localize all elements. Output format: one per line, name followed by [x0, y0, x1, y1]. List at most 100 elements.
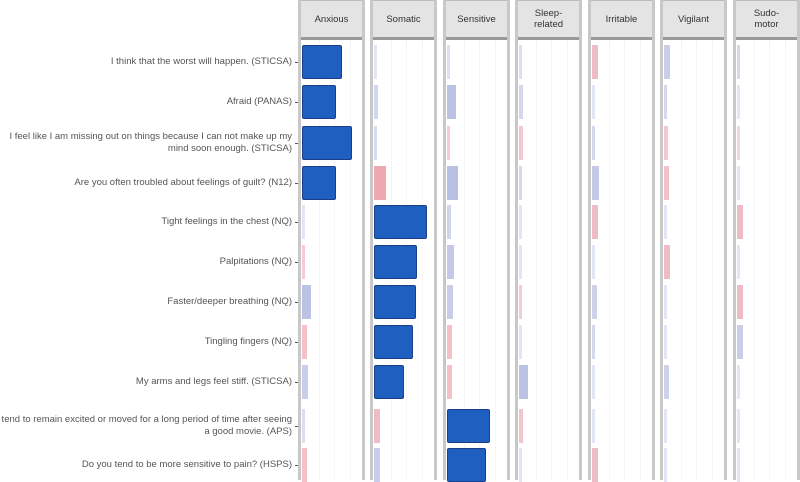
gridline: [769, 40, 770, 480]
facet-header: Sensitive: [446, 0, 507, 40]
row-label: Tight feelings in the chest (NQ): [161, 216, 292, 227]
facet-header: Vigilant: [663, 0, 724, 40]
facet-panel: Somatic: [370, 0, 437, 482]
row-label: Are you often troubled about feelings of…: [74, 177, 292, 188]
bar: [592, 205, 599, 239]
y-tick: [295, 262, 299, 263]
y-tick: [295, 302, 299, 303]
bar: [374, 409, 381, 443]
bar: [447, 126, 451, 160]
bar: [519, 325, 522, 359]
bar: [302, 85, 337, 119]
facet-panel: Irritable: [588, 0, 655, 482]
bar: [737, 325, 744, 359]
bar: [519, 45, 522, 79]
gridline: [463, 40, 465, 480]
bar: [302, 409, 305, 443]
bar: [737, 85, 740, 119]
bar: [592, 245, 595, 279]
bar: [302, 45, 343, 79]
row-label: Afraid (PANAS): [226, 96, 292, 107]
bar: [519, 205, 522, 239]
bar: [302, 285, 312, 319]
bar: [664, 365, 669, 399]
bar: [302, 448, 307, 482]
bar: [664, 448, 667, 482]
bar: [374, 166, 387, 200]
bar: [737, 448, 740, 482]
gridline: [551, 40, 552, 480]
bar: [737, 285, 744, 319]
bar: [592, 409, 595, 443]
row-labels: I think that the worst will happen. (STI…: [0, 0, 300, 480]
bar: [302, 166, 337, 200]
facet-panel: Vigilant: [660, 0, 727, 482]
y-tick: [295, 342, 299, 343]
bar: [664, 45, 671, 79]
bar: [592, 45, 599, 79]
bar: [737, 409, 740, 443]
bar: [519, 85, 523, 119]
bar: [664, 126, 668, 160]
bar: [592, 85, 595, 119]
y-tick: [295, 222, 299, 223]
bar: [302, 325, 307, 359]
bar: [447, 166, 458, 200]
y-tick: [295, 143, 299, 144]
gridline: [566, 40, 568, 480]
bar: [447, 205, 452, 239]
bar: [664, 205, 667, 239]
y-tick: [295, 62, 299, 63]
bar: [374, 245, 418, 279]
bar: [374, 45, 377, 79]
gridline: [784, 40, 786, 480]
bar: [447, 365, 452, 399]
bar: [302, 245, 306, 279]
bar: [592, 126, 596, 160]
row-label: Palpitations (NQ): [219, 256, 292, 267]
row-label: Do you tend to be more sensitive to pain…: [81, 459, 292, 470]
bar: [592, 325, 596, 359]
row-label: Tingling fingers (NQ): [204, 336, 292, 347]
gridline: [421, 40, 423, 480]
bar: [519, 285, 523, 319]
bar: [592, 365, 595, 399]
gridline: [639, 40, 641, 480]
bar: [374, 205, 427, 239]
bar: [447, 45, 450, 79]
gridline: [535, 40, 537, 480]
y-tick: [295, 465, 299, 466]
facet-header: Sudo- motor: [736, 0, 797, 40]
gridline: [334, 40, 335, 480]
bar: [664, 325, 667, 359]
bar: [374, 448, 381, 482]
bar: [737, 126, 740, 160]
bar: [447, 409, 491, 443]
bar: [374, 285, 416, 319]
bar: [737, 365, 740, 399]
bar: [664, 85, 668, 119]
bar: [592, 448, 599, 482]
facet-panel: Anxious: [298, 0, 365, 482]
bar: [664, 245, 671, 279]
facet-header: Sleep- related: [518, 0, 579, 40]
row-label: I tend to remain excited or moved for a …: [0, 414, 292, 437]
bar: [447, 448, 487, 482]
gridline: [696, 40, 697, 480]
gridline: [494, 40, 496, 480]
gridline: [711, 40, 713, 480]
bar: [519, 126, 523, 160]
bar: [737, 166, 740, 200]
gridline: [349, 40, 351, 480]
bar: [302, 126, 352, 160]
gridline: [608, 40, 610, 480]
gridline: [318, 40, 320, 480]
row-label: I think that the worst will happen. (STI…: [110, 56, 292, 67]
gridline: [680, 40, 682, 480]
facet-panel: Sensitive: [443, 0, 510, 482]
bar: [519, 365, 529, 399]
gridline: [479, 40, 480, 480]
bar: [447, 245, 455, 279]
bar: [302, 205, 305, 239]
bar: [519, 448, 522, 482]
